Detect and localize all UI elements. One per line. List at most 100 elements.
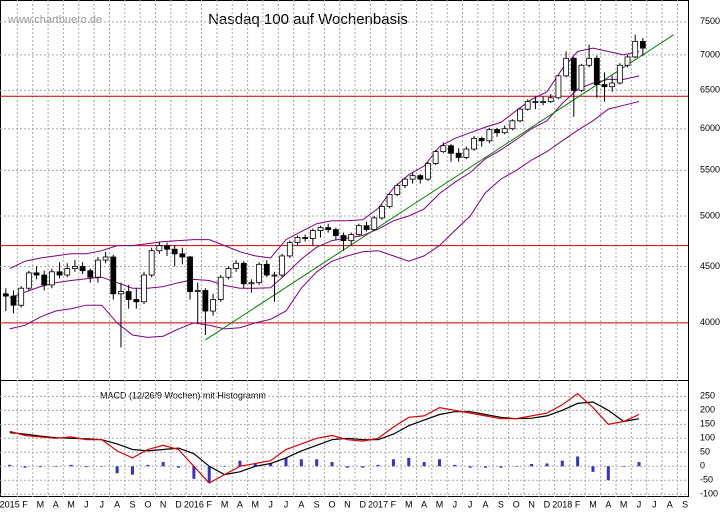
histogram-bar (560, 460, 564, 467)
candle-body (355, 225, 362, 235)
x-tick-label: M (252, 499, 260, 509)
candle-body (164, 245, 170, 250)
histogram-bar (192, 466, 196, 479)
x-tick-label: M (436, 499, 444, 509)
candle-body (425, 163, 431, 180)
x-tick-label: D (359, 499, 366, 509)
candle-body (148, 250, 155, 276)
candle-body (417, 175, 424, 180)
x-tick-label: A (114, 499, 120, 509)
candle-body (133, 299, 140, 303)
candle-body (217, 276, 224, 300)
candle-body (501, 128, 508, 134)
candle-body (210, 299, 216, 312)
histogram-bar (223, 466, 227, 467)
histogram-bar (100, 466, 104, 467)
x-tick-label: M (37, 499, 45, 509)
candle-body (56, 271, 63, 276)
histogram-bar (437, 459, 441, 467)
candle-body (547, 97, 554, 102)
y-tick-label: 4000 (700, 317, 720, 327)
candle-body (586, 57, 593, 66)
candle-body (248, 282, 255, 285)
x-tick-label: F (391, 499, 397, 509)
candle-body (471, 137, 477, 150)
candle-body (95, 259, 101, 278)
histogram-bar (146, 464, 150, 467)
candle-body (639, 40, 646, 49)
candle-body (379, 206, 385, 219)
candle-body (340, 235, 347, 241)
histogram-bar (591, 466, 595, 472)
candle-body (263, 263, 270, 276)
candle-body (10, 295, 17, 306)
x-tick-label: A (421, 499, 427, 509)
candle-body (48, 271, 55, 286)
histogram-bar (315, 459, 319, 467)
x-tick-label: J (268, 499, 273, 509)
y-tick-label: -100 (700, 489, 718, 499)
y-tick-label: 4500 (700, 261, 720, 271)
candle-body (517, 108, 523, 122)
candle-body (141, 274, 147, 303)
x-tick-label: J (284, 499, 289, 509)
candle-body (156, 245, 163, 252)
candle-body (302, 237, 309, 239)
x-tick-label: 2016 (184, 499, 204, 509)
histogram-bar (84, 466, 88, 468)
macd-line (9, 392, 640, 484)
candle-body (125, 291, 132, 300)
histogram-bar (453, 464, 457, 467)
histogram-bar (8, 464, 12, 467)
x-tick-label: M (620, 499, 628, 509)
x-tick-label: S (129, 499, 135, 509)
y-tick-label: 5500 (700, 165, 720, 175)
x-tick-label: S (314, 499, 320, 509)
candle-body (478, 137, 485, 142)
bollinger-lower (9, 101, 640, 338)
x-tick-label: 2015 (0, 499, 20, 509)
candle-body (624, 56, 631, 66)
candle-body (578, 64, 585, 91)
histogram-bar (207, 466, 211, 484)
histogram-bar (115, 466, 119, 474)
x-tick-label: M (405, 499, 413, 509)
x-tick-label: N (344, 499, 351, 509)
x-tick-label: A (298, 499, 304, 509)
y-tick-label: 100 (700, 433, 715, 443)
histogram-bar (177, 466, 181, 468)
histogram-bar (545, 463, 549, 467)
candle-body (194, 290, 201, 292)
trendline (205, 34, 674, 341)
candle-body (102, 256, 109, 261)
histogram-bar (69, 464, 73, 467)
y-tick-label: 7000 (700, 49, 720, 59)
x-tick-label: A (605, 499, 611, 509)
candle-body (455, 152, 462, 158)
candle-body (494, 129, 500, 134)
y-tick-label: 250 (700, 391, 715, 401)
x-tick-label: O (329, 499, 336, 509)
histogram-bar (530, 464, 534, 467)
x-tick-label: D (544, 499, 551, 509)
candle-body (179, 253, 186, 258)
y-tick-label: 0 (700, 461, 705, 471)
candle-body (363, 225, 370, 230)
x-tick-label: F (22, 499, 28, 509)
histogram-bar (484, 466, 488, 468)
chart-title: Nasdaq 100 auf Wochenbasis (208, 11, 408, 28)
x-tick-label: J (652, 499, 657, 509)
candle-body (33, 272, 40, 276)
candle-body (402, 178, 408, 186)
candle-body (601, 84, 608, 88)
histogram-bar (345, 466, 349, 468)
watermark: www.chartbuero.de (7, 14, 102, 26)
histogram-bar (622, 466, 626, 467)
x-tick-label: S (498, 499, 504, 509)
y-tick-label: 6000 (700, 123, 720, 133)
histogram-bar (299, 459, 303, 467)
x-tick-label: J (637, 499, 642, 509)
histogram-bar (422, 462, 426, 467)
candle-body (570, 57, 577, 91)
candle-body (463, 148, 470, 158)
